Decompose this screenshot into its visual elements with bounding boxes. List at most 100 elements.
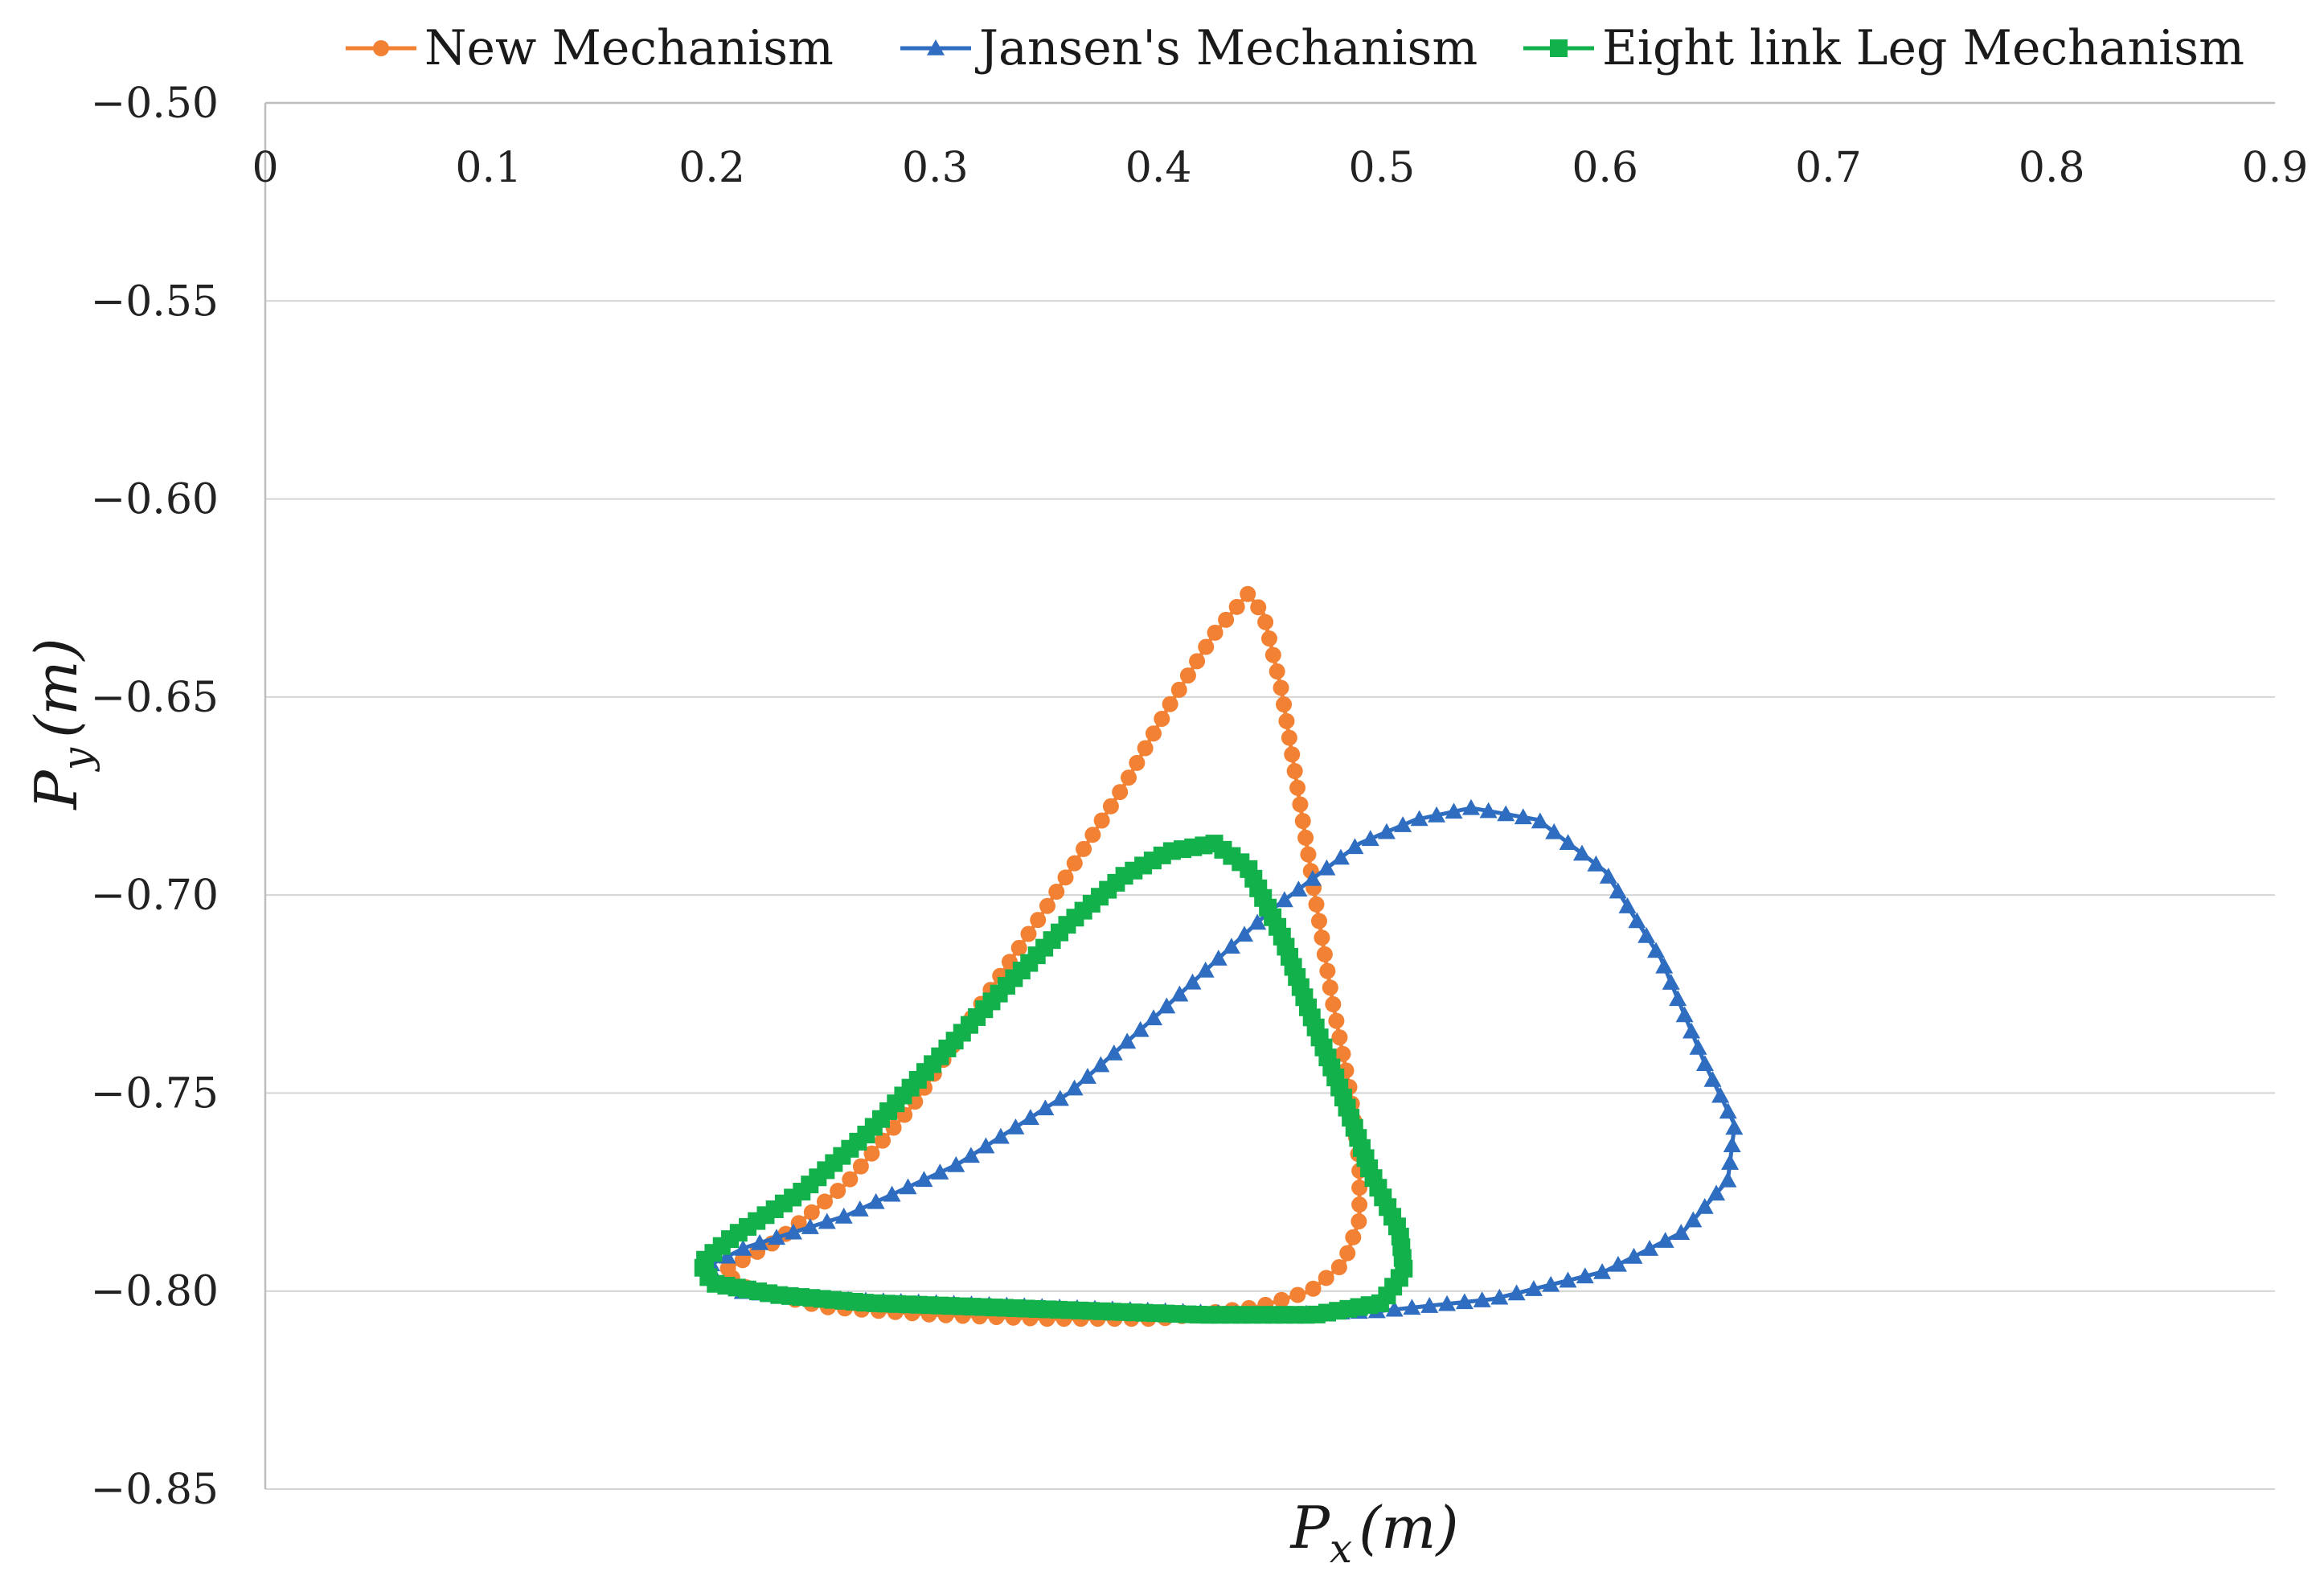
legend-label: New Mechanism: [424, 20, 834, 76]
data-point: [1542, 1275, 1560, 1292]
grid-lines: [265, 300, 2275, 1490]
x-tick-label: 0.1: [455, 144, 522, 192]
data-point: [850, 1200, 869, 1217]
data-point: [1292, 796, 1309, 813]
data-point: [1609, 1255, 1627, 1272]
data-point: [1010, 939, 1027, 956]
data-point: [947, 1155, 965, 1172]
data-point: [1092, 1056, 1110, 1073]
data-point: [818, 1213, 836, 1229]
data-point: [1006, 1118, 1025, 1135]
data-point: [1420, 1297, 1439, 1313]
data-point: [1102, 798, 1119, 815]
legend-label: Jansen's Mechanism: [974, 20, 1478, 76]
data-point: [1170, 985, 1189, 1002]
data-point: [1576, 1267, 1594, 1284]
data-point: [1559, 1271, 1577, 1288]
y-tick-label: −0.55: [91, 277, 219, 326]
data-point: [1428, 806, 1446, 823]
x-tick-label: 0.7: [1795, 144, 1862, 192]
data-point: [1209, 950, 1228, 966]
data-point: [1278, 712, 1295, 729]
data-point: [1170, 681, 1187, 698]
data-point: [1195, 836, 1213, 855]
data-point: [1308, 896, 1325, 913]
data-point: [1328, 1012, 1345, 1029]
data-point: [1656, 1232, 1674, 1248]
data-point: [1137, 740, 1154, 757]
data-point: [1198, 638, 1215, 655]
data-point: [1318, 1270, 1334, 1286]
data-point: [801, 1218, 819, 1234]
data-point: [1394, 816, 1412, 832]
data-point: [1334, 1045, 1351, 1062]
data-point: [1158, 997, 1176, 1014]
legend-marker: [373, 40, 389, 56]
data-point: [1331, 1029, 1348, 1046]
data-point: [1410, 810, 1428, 827]
y-tick-labels: −0.50 −0.55 −0.60 −0.65 −0.70 −0.75 −0.80 −0.85: [91, 80, 219, 1514]
data-point: [1707, 1184, 1726, 1201]
data-point: [1675, 1006, 1694, 1023]
data-point: [1319, 962, 1336, 979]
data-point: [1361, 830, 1379, 847]
x-tick-label: 0.6: [1572, 144, 1638, 192]
axes: [264, 101, 2275, 1489]
data-point: [1183, 973, 1202, 990]
series-line-3: [699, 841, 1407, 1317]
x-tick-labels: 0 0.1 0.2 0.3 0.4 0.5 0.6 0.7 0.8 0.9: [252, 144, 2308, 192]
legend-marker: [1550, 39, 1568, 57]
data-point: [1020, 925, 1037, 942]
data-point: [834, 1207, 853, 1224]
data-point: [867, 1192, 885, 1209]
data-point: [830, 1183, 846, 1200]
data-point: [1497, 805, 1515, 822]
data-point: [1276, 696, 1293, 713]
data-point: [1322, 979, 1338, 996]
y-tick-label: −0.50: [91, 80, 219, 128]
data-point: [1207, 624, 1223, 641]
data-point: [1351, 1196, 1368, 1213]
data-point: [1618, 897, 1637, 913]
data-point: [1725, 1118, 1744, 1135]
data-point: [1625, 1247, 1643, 1264]
data-point: [1036, 1099, 1055, 1116]
data-point: [1479, 802, 1498, 819]
data-point: [1559, 834, 1577, 850]
data-point: [1628, 912, 1646, 929]
data-point: [1162, 696, 1178, 712]
data-point: [1236, 925, 1254, 942]
x-tick-label: 0: [252, 144, 278, 192]
data-point: [1330, 1259, 1347, 1276]
data-point: [1572, 844, 1591, 861]
data-point: [1048, 884, 1065, 901]
data-point: [1286, 762, 1303, 779]
x-tick-label: 0.3: [902, 144, 969, 192]
data-point: [1609, 882, 1627, 899]
data-point: [1051, 1089, 1069, 1106]
data-point: [1587, 855, 1605, 872]
data-point: [1351, 1213, 1367, 1230]
data-point: [1289, 779, 1306, 796]
data-point: [1695, 1197, 1714, 1214]
data-point: [1514, 808, 1532, 825]
data-point: [1672, 1224, 1691, 1240]
legend-entry-1: New Mechanism: [346, 20, 834, 76]
data-point: [1039, 897, 1055, 914]
legend-entry-3: Eight link Leg Mechanism: [1523, 20, 2244, 76]
data-point: [803, 1204, 820, 1221]
data-point: [1314, 929, 1330, 946]
data-point: [1303, 869, 1322, 886]
data-point: [1240, 585, 1256, 602]
data-point: [1721, 1154, 1740, 1170]
data-point: [1351, 1180, 1368, 1196]
data-point: [1683, 1022, 1701, 1039]
data-point: [1346, 838, 1364, 855]
data-point: [1057, 869, 1074, 886]
data-point: [1228, 598, 1245, 615]
data-point: [1655, 957, 1674, 974]
y-tick-label: −0.60: [91, 476, 219, 524]
data-point: [875, 1132, 891, 1149]
series-layer: [694, 585, 1744, 1327]
